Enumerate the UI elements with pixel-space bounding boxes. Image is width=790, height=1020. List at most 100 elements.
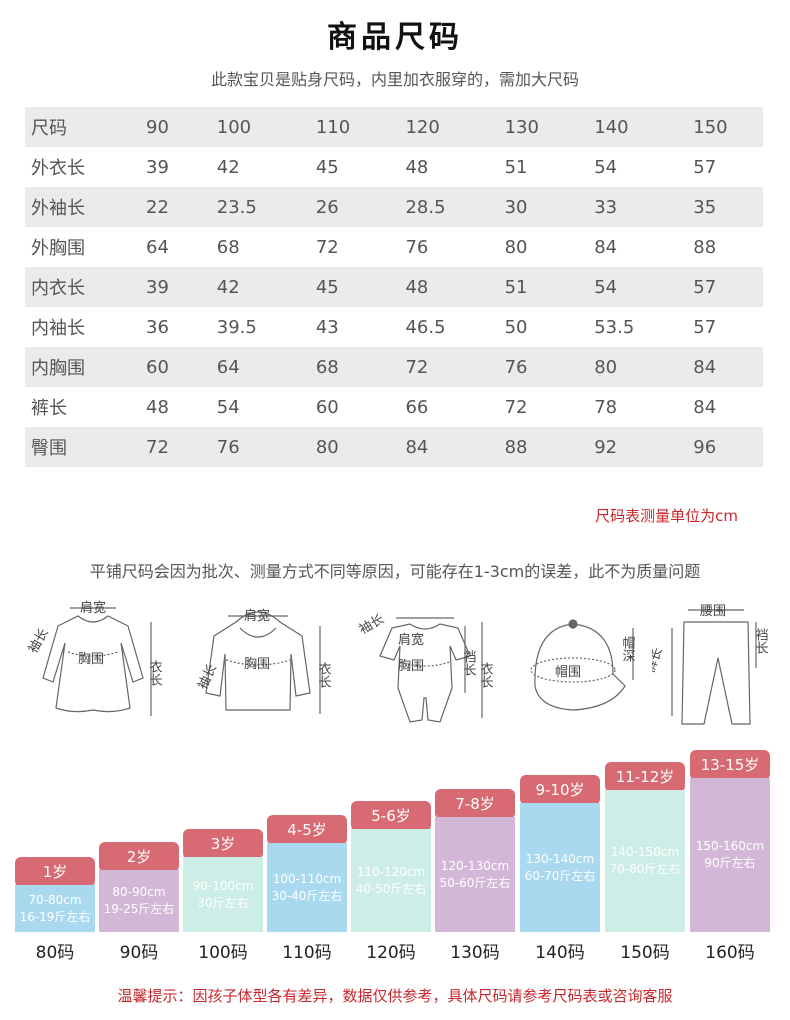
row-label: 内袖长: [31, 318, 85, 339]
hoodie-sleeve-label: 袖长: [196, 662, 221, 692]
table-row: 裤长 48 54 60 66 72 78 84: [25, 387, 763, 427]
hat-depth-label: 帽深: [620, 635, 636, 662]
weight-range: 60-70斤左右: [524, 868, 596, 883]
size-code-2: 90码: [99, 938, 179, 963]
table-cell: 51: [504, 156, 528, 178]
table-header-cell: 90: [126, 107, 197, 147]
table-cell: 57: [693, 316, 717, 338]
size-code-label: 140码: [535, 943, 585, 963]
weight-range: 30斤左右: [197, 895, 249, 910]
size-block: 100-110cm 30-40斤左右: [267, 843, 347, 932]
pants-length-label: 裤长: [652, 646, 666, 676]
size-bar-6: 7-8岁 120-130cm 50-60斤左右: [435, 789, 515, 932]
table-row: 臀围 72 76 80 84 88 92 96: [25, 427, 763, 467]
size-table: 尺码 90 100 110 120 130 140 150 外衣长 39 42 …: [25, 107, 763, 467]
table-cell: 96: [673, 427, 763, 467]
height-range: 100-110cm: [272, 871, 342, 886]
hoodie-chest-label: 胸围: [244, 657, 270, 672]
height-range: 80-90cm: [112, 885, 166, 899]
size-block: 140-150cm 70-80斤左右: [605, 790, 685, 932]
table-cell: 39: [146, 156, 169, 178]
dress-chest-label: 胸围: [78, 652, 104, 667]
size-code-6: 130码: [435, 938, 515, 963]
size-code-7: 140码: [520, 938, 600, 963]
table-cell: 72: [385, 347, 485, 387]
romper-length-label: 衣长: [478, 661, 494, 688]
table-cell: 80: [574, 347, 674, 387]
size-code-1: 80码: [15, 938, 95, 963]
table-cell: 51: [484, 267, 575, 307]
table-cell: 50: [504, 316, 528, 338]
size-bar-9: 13-15岁 150-160cm 90斤左右: [690, 750, 770, 932]
table-cell: 66: [405, 396, 429, 418]
height-range: 150-160cm: [695, 839, 765, 853]
table-row: 外衣长 39 42 45 48 51 54 57: [25, 147, 763, 187]
weight-range: 19-25斤左右: [103, 902, 175, 916]
weight-range: 40-50斤左右: [355, 881, 427, 896]
row-label: 裤长: [31, 398, 67, 419]
size-code-4: 110码: [267, 938, 347, 963]
table-cell: 36: [146, 316, 169, 338]
size-code-5: 120码: [351, 938, 431, 963]
age-badge: 2岁: [99, 842, 179, 872]
table-cell: 45: [315, 156, 339, 178]
hoodie-outline: [205, 611, 311, 711]
table-cell: 46.5: [405, 316, 446, 338]
age-badge: 11-12岁: [605, 762, 685, 792]
age-badge: 1岁: [15, 857, 95, 887]
size-code-8: 150码: [605, 938, 685, 963]
size-block: 120-130cm 50-60斤左右: [435, 817, 515, 932]
size-code-label: 90码: [119, 943, 159, 963]
table-row: 内袖长 36 39.5 43 46.5 50 53.5 57: [25, 307, 763, 347]
table-header-cell: 120: [385, 107, 485, 147]
age-badge: 4-5岁: [267, 815, 347, 845]
height-range: 130-140cm: [525, 851, 595, 866]
table-cell: 76: [484, 347, 575, 387]
table-row: 内胸围 60 64 68 72 76 80 84: [25, 347, 763, 387]
table-header-cell: 110: [295, 107, 386, 147]
table-cell: 84: [693, 396, 717, 418]
hat-diagram: 帽围 帽深: [515, 598, 645, 728]
measurement-note: 平铺尺码会因为批次、测量方式不同等原因，可能存在1-3cm的误差，此不为质量问题: [89, 562, 701, 581]
table-cell: 64: [196, 347, 296, 387]
table-cell: 64: [146, 236, 169, 258]
size-block: 70-80cm 16-19斤左右: [15, 885, 95, 932]
hoodie-length-label: 衣长: [316, 661, 332, 688]
size-bar-4: 4-5岁 100-110cm 30-40斤左右: [267, 815, 347, 932]
romper-diagram: 袖长 肩宽 胸围 裆长 衣长: [352, 598, 502, 728]
size-block: 80-90cm 19-25斤左右: [99, 870, 179, 932]
table-cell: 28.5: [385, 187, 485, 227]
romper-outline: [379, 623, 471, 723]
table-header-cell: 140: [574, 107, 674, 147]
romper-shoulder-label: 肩宽: [398, 632, 424, 648]
table-cell: 76: [405, 236, 429, 258]
size-bar-1: 1岁 70-80cm 16-19斤左右: [15, 857, 95, 932]
size-code-label: 100码: [198, 943, 248, 963]
table-header-cell: 尺码: [25, 107, 126, 147]
table-cell: 54: [216, 396, 240, 418]
table-row: 外袖长 22 23.5 26 28.5 30 33 35: [25, 187, 763, 227]
table-cell: 54: [594, 156, 618, 178]
table-cell: 76: [196, 427, 296, 467]
table-cell: 22: [126, 187, 197, 227]
size-block: 150-160cm 90斤左右: [690, 778, 770, 932]
table-cell: 57: [693, 156, 717, 178]
table-header-row: 尺码 90 100 110 120 130 140 150: [25, 107, 763, 147]
size-code-label: 130码: [450, 943, 500, 963]
height-range: 90-100cm: [192, 878, 254, 893]
size-bar-3: 3岁 90-100cm 30斤左右: [183, 829, 263, 932]
table-cell: 84: [594, 236, 618, 258]
table-cell: 84: [673, 347, 763, 387]
dress-sleeve-label: 袖长: [26, 626, 52, 656]
table-cell: 60: [315, 396, 339, 418]
table-header-cell: 100: [196, 107, 296, 147]
pants-diagram: 腰围 裤长 裆长: [652, 598, 782, 728]
warm-tip: 温馨提示：因孩子体型各有差异，数据仅供参考，具体尺码请参考尺码表或咨询客服: [117, 987, 673, 1005]
page-subtitle: 此款宝贝是贴身尺码，内里加衣服穿的，需加大尺码: [210, 70, 579, 89]
page-title: 商品尺码: [327, 20, 463, 55]
age-badge: 3岁: [183, 829, 263, 859]
unit-note: 尺码表测量单位为cm: [595, 507, 738, 525]
size-code-9: 160码: [690, 938, 770, 963]
hoodie-shoulder-label: 肩宽: [244, 608, 270, 624]
table-cell: 42: [196, 267, 296, 307]
